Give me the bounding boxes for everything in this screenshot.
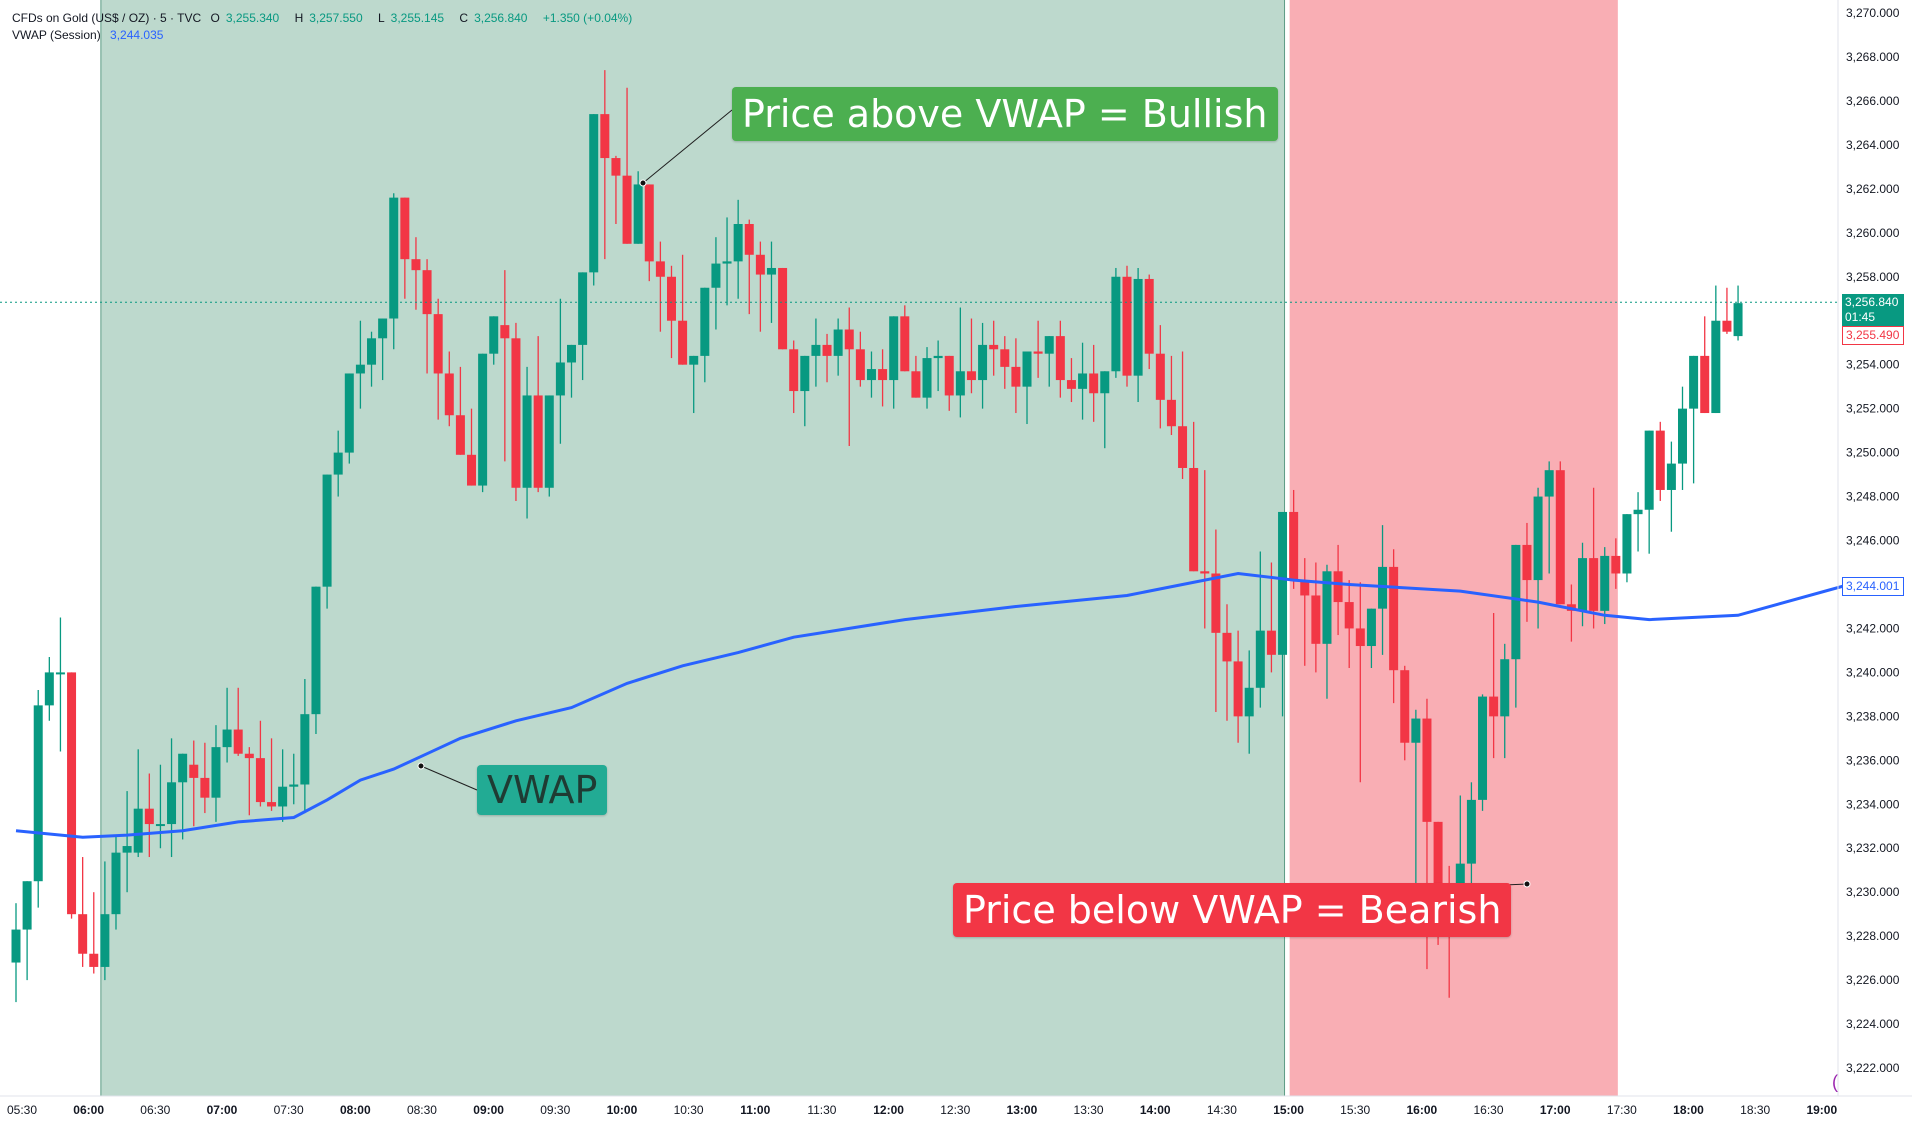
symbol-row: CFDs on Gold (US$ / OZ) · 5 · TVC O 3,255… — [12, 10, 638, 27]
price-tick: 3,224.000 — [1846, 1017, 1900, 1031]
time-tick: 18:30 — [1740, 1103, 1770, 1117]
time-tick: 14:30 — [1207, 1103, 1237, 1117]
price-tick: 3,246.000 — [1846, 534, 1900, 548]
price-tick: 3,258.000 — [1846, 270, 1900, 284]
time-tick: 14:00 — [1140, 1103, 1171, 1117]
time-tick: 15:30 — [1340, 1103, 1370, 1117]
time-tick: 07:00 — [207, 1103, 238, 1117]
time-tick: 13:00 — [1007, 1103, 1038, 1117]
bar-countdown: 01:45 — [1845, 310, 1876, 324]
time-tick: 17:00 — [1540, 1103, 1571, 1117]
bullish-annotation[interactable]: Price above VWAP = Bullish — [732, 87, 1278, 141]
vwap-price-tag: 3,244.001 — [1842, 577, 1904, 596]
time-tick: 10:30 — [674, 1103, 704, 1117]
price-tick: 3,270.000 — [1846, 6, 1900, 20]
indicator-value: 3,244.035 — [110, 28, 164, 42]
bearish-annotation[interactable]: Price below VWAP = Bearish — [953, 883, 1512, 937]
price-tick: 3,236.000 — [1846, 753, 1900, 767]
price-tick: 3,260.000 — [1846, 226, 1900, 240]
time-tick: 12:30 — [940, 1103, 970, 1117]
price-tick: 3,254.000 — [1846, 358, 1900, 372]
price-tick: 3,234.000 — [1846, 797, 1900, 811]
price-tick: 3,232.000 — [1846, 841, 1900, 855]
symbol-title[interactable]: CFDs on Gold (US$ / OZ) · 5 · TVC — [12, 11, 202, 25]
vwap-line — [15, 571, 1850, 839]
time-tick: 10:00 — [607, 1103, 638, 1117]
price-tick: 3,250.000 — [1846, 446, 1900, 460]
time-tick: 08:30 — [407, 1103, 437, 1117]
price-tick: 3,268.000 — [1846, 50, 1900, 64]
time-tick: 07:30 — [274, 1103, 304, 1117]
price-tick: 3,228.000 — [1846, 929, 1900, 943]
price-tick: 3,262.000 — [1846, 182, 1900, 196]
time-axis[interactable]: 05:30 06:00 06:30 07:00 07:30 08:00 08:30 09:00… — [7, 1103, 1838, 1117]
ohlc-open: O 3,255.340 — [210, 11, 280, 25]
price-tick: 3,238.000 — [1846, 709, 1900, 723]
time-tick: 08:00 — [340, 1103, 371, 1117]
price-tick: 3,252.000 — [1846, 402, 1900, 416]
time-tick: 15:00 — [1273, 1103, 1304, 1117]
time-tick: 16:00 — [1407, 1103, 1438, 1117]
price-tick: 3,242.000 — [1846, 621, 1900, 635]
vwap-annotation[interactable]: VWAP — [477, 765, 608, 815]
price-tick: 3,240.000 — [1846, 665, 1900, 679]
time-tick: 06:00 — [73, 1103, 104, 1117]
ohlc-close: C 3,256.840 — [459, 11, 528, 25]
time-tick: 11:00 — [740, 1103, 770, 1117]
time-tick: 18:00 — [1673, 1103, 1704, 1117]
price-tick: 3,226.000 — [1846, 973, 1900, 987]
prev-close-tag: 3,255.490 — [1842, 326, 1904, 345]
time-tick: 16:30 — [1474, 1103, 1504, 1117]
candlestick-series — [11, 70, 1743, 1003]
ohlc-high: H 3,257.550 — [294, 11, 363, 25]
scroll-to-realtime-icon[interactable]: ( — [1832, 1072, 1838, 1092]
last-price-value: 3,256.840 — [1845, 295, 1899, 309]
indicator-row: VWAP (Session) 3,244.035 — [12, 27, 638, 44]
time-tick: 12:00 — [873, 1103, 904, 1117]
time-tick: 19:00 — [1806, 1103, 1837, 1117]
price-tick: 3,264.000 — [1846, 138, 1900, 152]
time-tick: 06:30 — [140, 1103, 170, 1117]
time-tick: 13:30 — [1074, 1103, 1104, 1117]
time-tick: 09:00 — [473, 1103, 504, 1117]
chart-legend: CFDs on Gold (US$ / OZ) · 5 · TVC O 3,255… — [12, 10, 638, 44]
price-tick: 3,248.000 — [1846, 490, 1900, 504]
price-tick: 3,230.000 — [1846, 885, 1900, 899]
time-tick: 09:30 — [540, 1103, 570, 1117]
last-price-tag: 3,256.840 01:45 — [1842, 294, 1904, 326]
time-tick: 11:30 — [807, 1103, 836, 1117]
indicator-name[interactable]: VWAP (Session) — [12, 28, 101, 42]
time-tick: 17:30 — [1607, 1103, 1637, 1117]
price-tick: 3,222.000 — [1846, 1061, 1900, 1075]
ohlc-low: L 3,255.145 — [377, 11, 445, 25]
price-tick: 3,266.000 — [1846, 94, 1900, 108]
time-tick: 05:30 — [7, 1103, 37, 1117]
price-change: +1.350 (+0.04%) — [542, 11, 633, 25]
